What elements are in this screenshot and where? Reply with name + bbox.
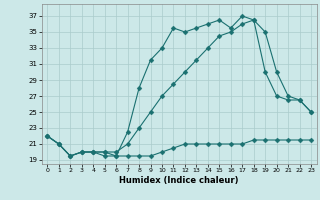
X-axis label: Humidex (Indice chaleur): Humidex (Indice chaleur) (119, 176, 239, 185)
